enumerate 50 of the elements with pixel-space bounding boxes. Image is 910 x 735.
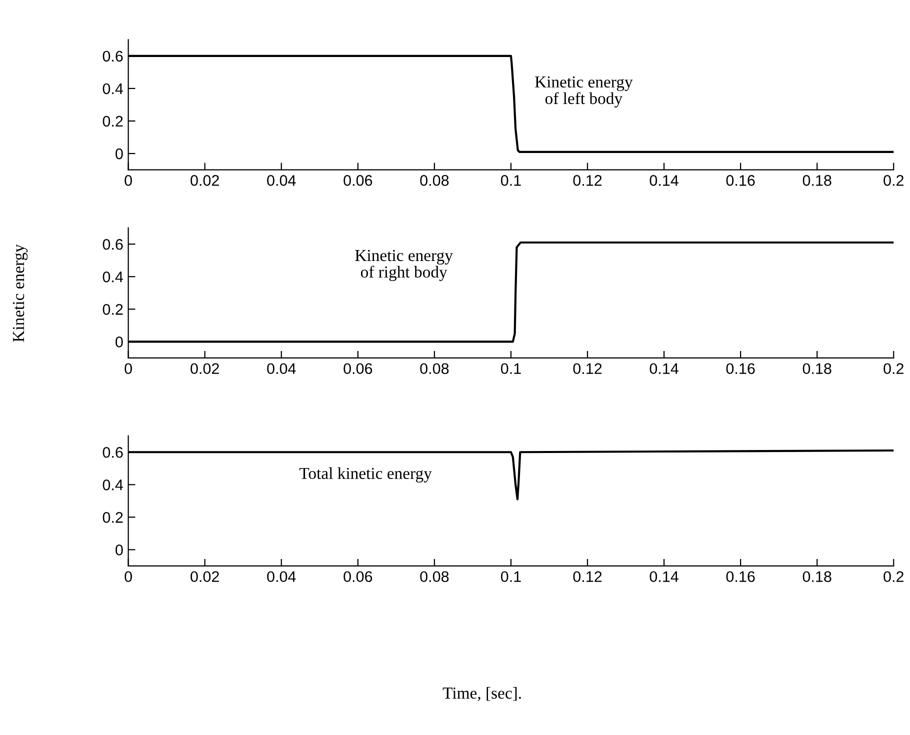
y-tick-label: 0.2 bbox=[102, 116, 123, 127]
x-tick-label: 0.16 bbox=[726, 363, 755, 374]
x-tick-label: 0.2 bbox=[884, 175, 904, 186]
annotation: Kinetic energy of left body bbox=[535, 76, 633, 108]
y-tick-label: 0.4 bbox=[102, 272, 124, 282]
y-tick-label: 0.4 bbox=[102, 83, 124, 94]
x-tick-label: 0.06 bbox=[344, 571, 372, 582]
x-tick-label: 0.2 bbox=[884, 571, 904, 582]
x-tick-label: 0 bbox=[124, 363, 132, 374]
x-tick-label: 0.18 bbox=[802, 571, 832, 582]
x-tick-label: 0.06 bbox=[344, 175, 372, 186]
y-tick-label: 0 bbox=[116, 336, 123, 348]
x-tick-label: 0.04 bbox=[267, 363, 296, 374]
y-tick-label: 0.2 bbox=[102, 512, 123, 523]
y-tick-label: 0.2 bbox=[102, 304, 123, 315]
x-tick-label: 0.08 bbox=[420, 363, 449, 374]
x-tick-label: 0.1 bbox=[500, 571, 521, 582]
annotation: Total kinetic energy bbox=[299, 467, 432, 482]
x-tick-label: 0.12 bbox=[573, 571, 602, 582]
y-axis-title: Kinetic energy bbox=[12, 244, 28, 342]
x-tick-label: 0.04 bbox=[267, 571, 296, 582]
x-tick-label: 0.02 bbox=[190, 175, 219, 186]
x-tick-label: 0.16 bbox=[726, 175, 755, 186]
x-tick-label: 0.02 bbox=[190, 363, 219, 374]
x-tick-label: 0.04 bbox=[267, 175, 296, 186]
y-tick-label: 0 bbox=[116, 148, 123, 160]
x-tick-label: 0.12 bbox=[573, 175, 602, 186]
annotation: Kinetic energy of right body bbox=[355, 250, 453, 282]
x-tick-label: 0.02 bbox=[190, 571, 219, 582]
x-tick-label: 0.1 bbox=[500, 175, 521, 186]
x-tick-label: 0.1 bbox=[500, 363, 521, 374]
y-tick-label: 0.4 bbox=[102, 480, 124, 490]
x-tick-label: 0.16 bbox=[726, 571, 755, 582]
x-tick-label: 0.08 bbox=[420, 175, 449, 186]
x-tick-label: 0.14 bbox=[650, 571, 678, 582]
x-tick-label: 0.14 bbox=[650, 175, 678, 186]
y-tick-label: 0.6 bbox=[102, 50, 123, 62]
x-tick-label: 0.06 bbox=[344, 363, 372, 374]
x-axis-title: Time, [sec]. bbox=[442, 687, 521, 702]
x-tick-label: 0 bbox=[124, 571, 132, 582]
x-tick-label: 0 bbox=[124, 175, 132, 186]
x-tick-label: 0.18 bbox=[802, 175, 832, 186]
x-tick-label: 0.08 bbox=[420, 571, 449, 582]
x-tick-label: 0.2 bbox=[884, 363, 904, 374]
y-tick-label: 0.6 bbox=[102, 238, 123, 250]
x-tick-label: 0.12 bbox=[573, 363, 602, 374]
x-tick-label: 0.14 bbox=[650, 363, 678, 374]
y-tick-label: 0.6 bbox=[102, 446, 123, 458]
y-tick-label: 0 bbox=[116, 544, 123, 556]
x-tick-label: 0.18 bbox=[802, 363, 832, 374]
